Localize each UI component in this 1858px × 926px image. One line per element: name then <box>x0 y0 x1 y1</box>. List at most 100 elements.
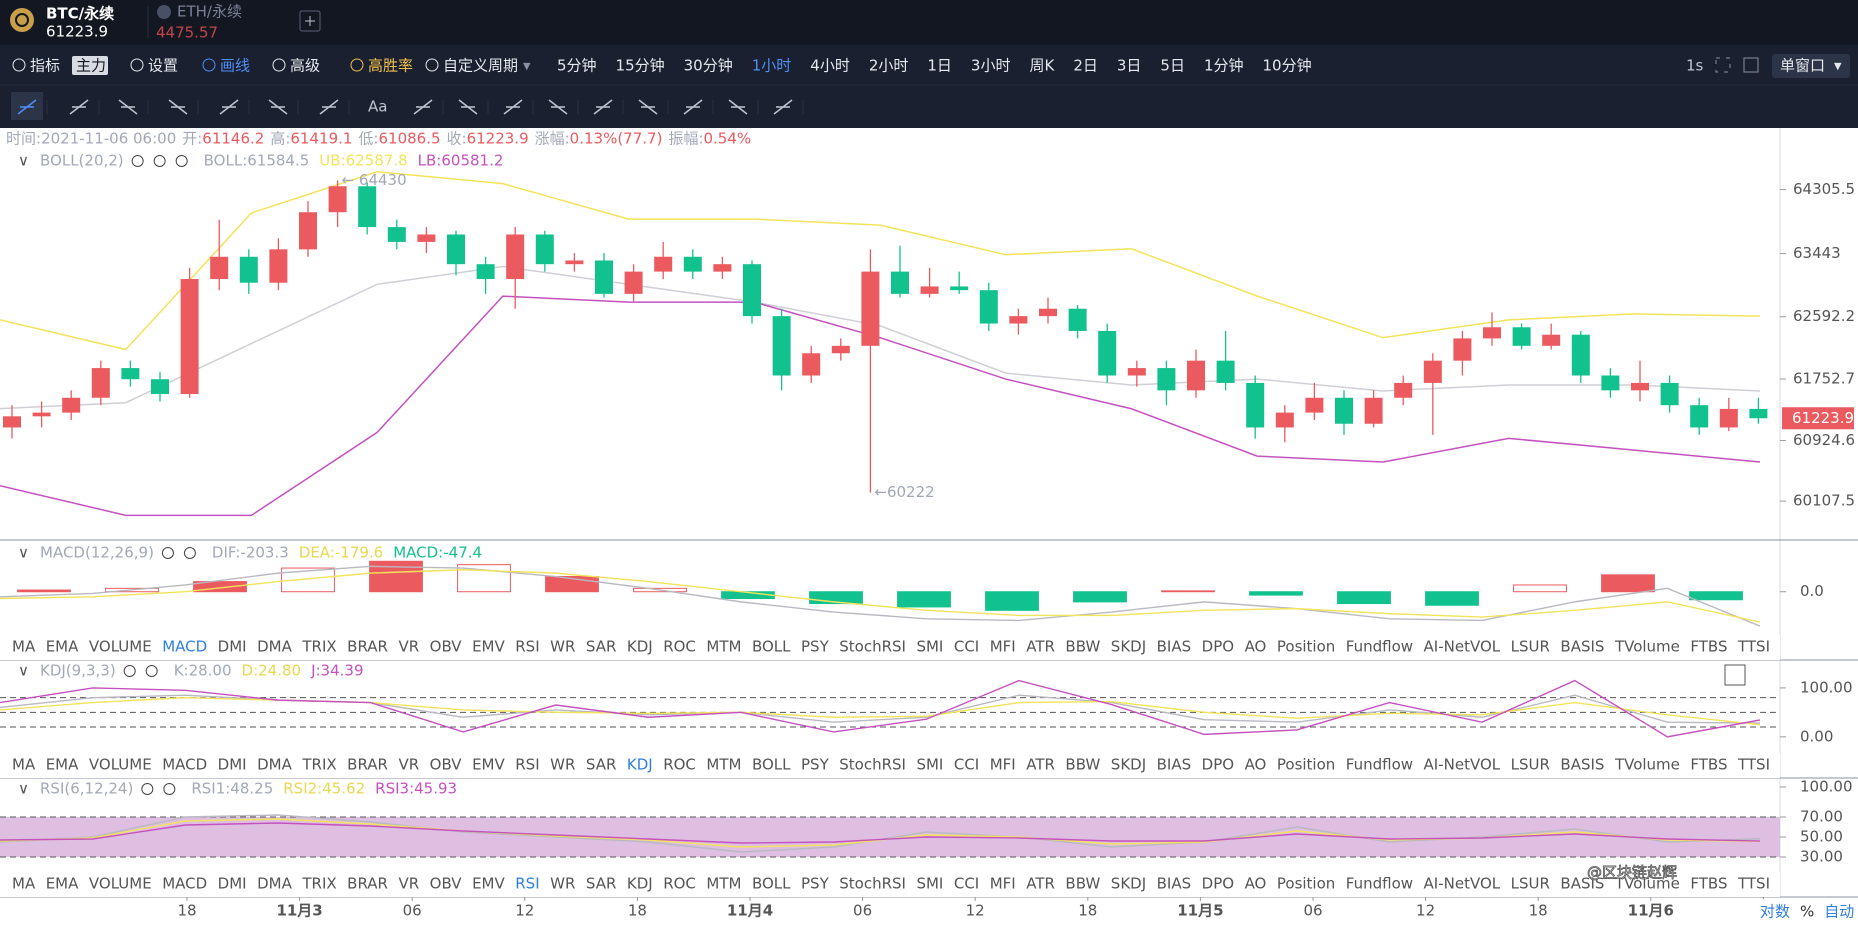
indicator-option[interactable]: KDJ <box>627 638 653 656</box>
gear-icon[interactable] <box>123 665 136 677</box>
indicator-option[interactable]: DPO <box>1202 875 1234 893</box>
indicator-option[interactable]: MACD <box>162 756 207 774</box>
indicator-option[interactable]: SAR <box>586 756 616 774</box>
indicator-option[interactable]: StochRSI <box>839 875 906 893</box>
period-button[interactable]: 3小时 <box>971 57 1011 75</box>
period-button[interactable]: 1日 <box>927 57 952 75</box>
indicator-option[interactable]: TVolume <box>1614 756 1680 774</box>
indicator-option[interactable]: SKDJ <box>1111 756 1146 774</box>
indicator-option[interactable]: DMI <box>218 756 247 774</box>
indicator-option[interactable]: Fundflow <box>1346 638 1413 656</box>
period-button[interactable]: 30分钟 <box>684 57 733 75</box>
indicator-option[interactable]: StochRSI <box>839 638 906 656</box>
indicator-option[interactable]: RSI <box>515 756 539 774</box>
drawing-tool[interactable] <box>219 99 239 115</box>
indicator-option[interactable]: DMI <box>218 638 247 656</box>
indicator-option[interactable]: MACD <box>162 638 207 656</box>
period-button[interactable]: 1分钟 <box>1204 57 1244 75</box>
toolbar-item[interactable]: 高胜率 <box>368 57 413 75</box>
indicator-option[interactable]: BRAR <box>347 875 388 893</box>
indicator-option[interactable]: WR <box>550 756 575 774</box>
period-button[interactable]: 3日 <box>1117 57 1142 75</box>
indicator-option[interactable]: MA <box>12 756 36 774</box>
indicator-option[interactable]: EMV <box>472 756 505 774</box>
indicator-option[interactable]: DMI <box>218 875 247 893</box>
indicator-option[interactable]: VOLUME <box>89 756 152 774</box>
indicator-option[interactable]: MTM <box>706 638 741 656</box>
indicator-option[interactable]: Position <box>1277 756 1335 774</box>
indicator-option[interactable]: TRIX <box>301 638 336 656</box>
indicator-option[interactable]: TTSI <box>1737 875 1770 893</box>
indicator-option[interactable]: DMA <box>257 638 292 656</box>
indicator-option[interactable]: ROC <box>663 875 696 893</box>
tab-symbol[interactable]: ETH/永续 <box>177 3 242 21</box>
gear-icon[interactable] <box>153 155 166 167</box>
indicator-option[interactable]: EMA <box>46 875 79 893</box>
window-button[interactable] <box>1772 54 1850 78</box>
indicator-option[interactable]: AO <box>1245 875 1267 893</box>
indicator-option[interactable]: BIAS <box>1157 756 1192 774</box>
indicator-option[interactable]: PSY <box>801 875 830 893</box>
indicator-option[interactable]: CCI <box>954 875 979 893</box>
indicator-option[interactable]: BOLL <box>752 638 791 656</box>
indicator-option[interactable]: FTBS <box>1690 875 1727 893</box>
indicator-option[interactable]: BASIS <box>1560 875 1604 893</box>
expand-icon[interactable] <box>1724 664 1746 686</box>
interval-label[interactable]: 1s <box>1686 57 1704 75</box>
period-button[interactable]: 周K <box>1029 57 1055 75</box>
indicator-option[interactable]: MA <box>12 638 36 656</box>
indicator-option[interactable]: PSY <box>801 756 830 774</box>
drawing-tool[interactable] <box>69 99 89 115</box>
indicator-option[interactable]: AI-NetVOL <box>1424 756 1501 774</box>
indicator-option[interactable]: DMA <box>257 875 292 893</box>
indicator-option[interactable]: TTSI <box>1737 638 1770 656</box>
axis-option[interactable]: 自动 <box>1824 903 1854 921</box>
axis-option[interactable]: % <box>1800 903 1814 921</box>
indicator-option[interactable]: PSY <box>801 638 830 656</box>
indicator-option[interactable]: TTSI <box>1737 756 1770 774</box>
indicator-option[interactable]: SKDJ <box>1111 638 1146 656</box>
indicator-option[interactable]: SMI <box>916 638 943 656</box>
indicator-option[interactable]: EMV <box>472 638 505 656</box>
indicator-option[interactable]: VR <box>398 756 419 774</box>
indicator-option[interactable]: OBV <box>430 875 463 893</box>
indicator-option[interactable]: WR <box>550 875 575 893</box>
period-button[interactable]: 2小时 <box>869 57 909 75</box>
popout-icon[interactable] <box>1743 57 1759 73</box>
indicator-option[interactable]: Position <box>1277 875 1335 893</box>
indicator-option[interactable]: BIAS <box>1157 638 1192 656</box>
indicator-option[interactable]: TVolume <box>1614 638 1680 656</box>
indicator-option[interactable]: KDJ <box>627 756 653 774</box>
indicator-option[interactable]: MTM <box>706 756 741 774</box>
indicator-option[interactable]: VOLUME <box>89 875 152 893</box>
indicator-option[interactable]: MFI <box>990 638 1016 656</box>
drawing-tool[interactable] <box>458 99 478 115</box>
drawing-tool[interactable] <box>638 99 658 115</box>
indicator-option[interactable]: OBV <box>430 756 463 774</box>
gear-icon[interactable] <box>161 547 174 559</box>
period-button[interactable]: 2日 <box>1073 57 1098 75</box>
indicator-option[interactable]: ROC <box>663 638 696 656</box>
indicator-option[interactable]: OBV <box>430 638 463 656</box>
tab-symbol[interactable]: BTC/永续 <box>46 5 114 23</box>
indicator-option[interactable]: EMA <box>46 638 79 656</box>
indicator-option[interactable]: Fundflow <box>1346 756 1413 774</box>
toolbar-item[interactable]: 高级 <box>290 57 320 75</box>
toolbar-item[interactable]: 画线 <box>220 57 250 75</box>
indicator-option[interactable]: SMI <box>916 756 943 774</box>
indicator-option[interactable]: KDJ <box>627 875 653 893</box>
indicator-option[interactable]: RSI <box>515 875 539 893</box>
drawing-tool[interactable] <box>728 99 748 115</box>
drawing-tool[interactable] <box>548 99 568 115</box>
indicator-option[interactable]: BIAS <box>1157 875 1192 893</box>
indicator-option[interactable]: ATR <box>1026 756 1055 774</box>
indicator-option[interactable]: VR <box>398 638 419 656</box>
indicator-option[interactable]: MA <box>12 875 36 893</box>
drawing-tool[interactable] <box>683 99 703 115</box>
indicator-option[interactable]: TRIX <box>301 875 336 893</box>
indicator-option[interactable]: AO <box>1245 638 1267 656</box>
toolbar-item[interactable]: 设置 <box>148 57 178 75</box>
toolbar-item[interactable]: 指标 <box>30 57 60 75</box>
indicator-option[interactable]: DPO <box>1202 638 1234 656</box>
indicator-option[interactable]: MFI <box>990 756 1016 774</box>
